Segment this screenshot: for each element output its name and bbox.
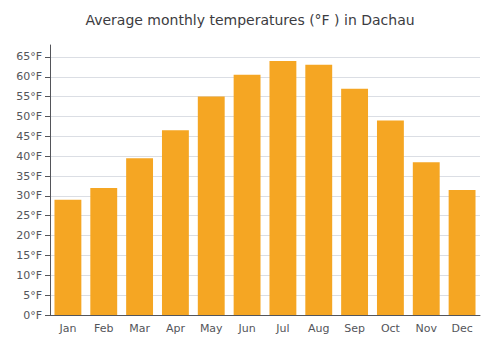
svg-text:Sep: Sep bbox=[344, 322, 365, 335]
svg-text:10°F: 10°F bbox=[16, 269, 42, 282]
svg-text:May: May bbox=[200, 322, 223, 335]
svg-text:15°F: 15°F bbox=[16, 249, 42, 262]
svg-text:55°F: 55°F bbox=[16, 90, 42, 103]
svg-text:0°F: 0°F bbox=[23, 309, 42, 322]
svg-text:Jul: Jul bbox=[275, 322, 289, 335]
svg-text:30°F: 30°F bbox=[16, 189, 42, 202]
svg-text:20°F: 20°F bbox=[16, 229, 42, 242]
svg-text:25°F: 25°F bbox=[16, 209, 42, 222]
svg-text:5°F: 5°F bbox=[23, 289, 42, 302]
svg-text:Dec: Dec bbox=[451, 322, 472, 335]
svg-text:Oct: Oct bbox=[381, 322, 401, 335]
svg-text:65°F: 65°F bbox=[16, 50, 42, 63]
svg-text:Apr: Apr bbox=[166, 322, 186, 335]
svg-text:35°F: 35°F bbox=[16, 170, 42, 183]
svg-text:60°F: 60°F bbox=[16, 70, 42, 83]
svg-text:Mar: Mar bbox=[129, 322, 150, 335]
svg-text:40°F: 40°F bbox=[16, 150, 42, 163]
svg-text:Average monthly temperatures (: Average monthly temperatures (°F ) in Da… bbox=[85, 12, 414, 28]
svg-text:Aug: Aug bbox=[308, 322, 329, 335]
svg-text:Jan: Jan bbox=[58, 322, 76, 335]
svg-text:Jun: Jun bbox=[237, 322, 255, 335]
svg-text:Nov: Nov bbox=[416, 322, 438, 335]
svg-text:Feb: Feb bbox=[94, 322, 113, 335]
svg-text:50°F: 50°F bbox=[16, 110, 42, 123]
svg-text:45°F: 45°F bbox=[16, 130, 42, 143]
